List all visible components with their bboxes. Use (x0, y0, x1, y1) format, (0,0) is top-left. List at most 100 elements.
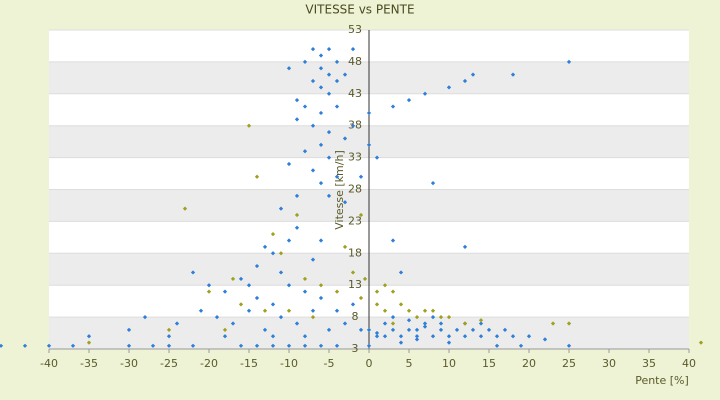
point (254, 174, 260, 179)
point (374, 155, 380, 160)
point (398, 270, 404, 275)
point (358, 327, 364, 332)
point (526, 334, 532, 339)
point (246, 308, 252, 313)
point (262, 308, 268, 313)
point (270, 302, 276, 307)
x-tick-label: -15 (240, 357, 258, 370)
point (0, 343, 4, 348)
point (326, 193, 332, 199)
y-tick-label: 23 (348, 214, 362, 227)
point (454, 327, 460, 332)
point (462, 334, 468, 339)
point (414, 314, 420, 320)
y-tick-label: 3 (352, 342, 359, 355)
x-tick-label: -5 (324, 357, 335, 370)
point (478, 334, 484, 339)
point (326, 327, 332, 332)
point (286, 308, 292, 313)
point (358, 295, 364, 301)
point (470, 327, 476, 332)
x-tick-label: 10 (442, 357, 456, 370)
point (262, 327, 268, 332)
point (286, 238, 292, 243)
point (462, 321, 468, 326)
point (358, 212, 364, 218)
point (294, 321, 300, 326)
point (222, 289, 228, 294)
point (334, 308, 340, 313)
point (438, 327, 444, 332)
point (414, 327, 420, 332)
point (318, 343, 324, 348)
point (446, 334, 452, 339)
point (310, 168, 316, 173)
x-tick-label: -25 (160, 357, 178, 370)
point (494, 334, 500, 339)
point (310, 308, 316, 313)
point (246, 123, 252, 128)
y-tick-label: 8 (352, 310, 359, 323)
point (166, 334, 172, 339)
point (278, 206, 284, 211)
point (302, 289, 308, 294)
point (350, 302, 356, 307)
point (478, 321, 484, 326)
point (438, 314, 444, 320)
point (238, 302, 244, 307)
point (334, 174, 340, 179)
point (342, 321, 348, 326)
point (22, 343, 28, 348)
point (182, 206, 188, 211)
point (310, 257, 316, 262)
point (302, 334, 308, 339)
point (462, 244, 468, 250)
y-tick-label: 18 (348, 246, 362, 259)
point (222, 327, 228, 332)
point (390, 321, 396, 326)
point (190, 270, 196, 275)
point (270, 334, 276, 339)
point (254, 295, 260, 301)
point (446, 340, 452, 345)
point (262, 244, 268, 250)
point (270, 251, 276, 256)
x-tick-label: -20 (200, 357, 218, 370)
point (302, 343, 308, 348)
point (374, 330, 380, 336)
point (430, 308, 436, 313)
point (286, 343, 292, 348)
point (358, 174, 364, 179)
y-tick-label: 13 (348, 278, 362, 291)
x-tick-label: -30 (120, 357, 138, 370)
point (698, 340, 704, 345)
point (366, 327, 372, 332)
point (294, 212, 300, 218)
x-tick-label: 5 (406, 357, 413, 370)
point (254, 263, 260, 269)
point (406, 318, 412, 323)
point (566, 321, 572, 326)
chart-title: VITESSE vs PENTE (305, 3, 414, 17)
point (494, 343, 500, 348)
point (326, 155, 332, 160)
x-tick-label: -40 (40, 357, 58, 370)
point (206, 289, 212, 294)
point (566, 343, 572, 348)
point (382, 321, 388, 326)
y-tick-label: 43 (348, 87, 362, 100)
point (430, 314, 436, 320)
point (166, 343, 172, 348)
point (286, 161, 292, 167)
point (398, 340, 404, 345)
point (150, 343, 156, 348)
x-axis-label: Pente [%] (635, 374, 689, 387)
point (422, 321, 428, 326)
point (206, 283, 212, 288)
y-tick-label: 33 (348, 151, 362, 164)
point (406, 327, 412, 332)
x-tick-label: 0 (366, 357, 373, 370)
point (374, 302, 380, 307)
y-tick-label: 48 (348, 55, 362, 68)
